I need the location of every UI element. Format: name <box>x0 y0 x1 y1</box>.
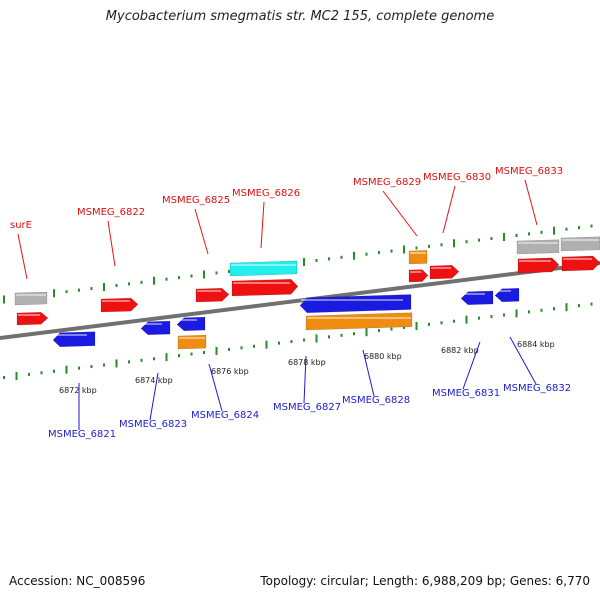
forward-gene-arrow-shine <box>102 300 130 302</box>
forward-gene-arrow <box>517 257 560 274</box>
scale-label: 6884 kbp <box>517 340 555 349</box>
forward-gene-arrow <box>16 312 49 326</box>
pseudogene-arrow-shine <box>562 239 599 241</box>
scale-label: 6872 kbp <box>59 386 97 395</box>
genome-title: Mycobacterium smegmatis str. MC2 155, co… <box>105 9 495 24</box>
lower-track-ticks <box>3 302 593 380</box>
pseudogene-arrow <box>516 239 560 255</box>
reverse-gene-arrow-shine <box>178 319 197 321</box>
forward-gene-arrow <box>231 278 299 297</box>
scale-label: 6878 kbp <box>288 358 326 367</box>
gene-label: MSMEG_6832 <box>503 383 571 394</box>
gene-label: MSMEG_6829 <box>353 177 421 188</box>
scale-label: 6876 kbp <box>211 367 249 376</box>
scale-labels: 6872 kbp 6874 kbp 6876 kbp 6878 kbp 6880 kbp… <box>59 340 555 395</box>
leader-line <box>462 341 481 390</box>
gene-label: MSMEG_6826 <box>232 188 300 199</box>
leader-line <box>362 349 375 397</box>
highlight-gene-arrow <box>229 260 298 277</box>
pseudogene-arrow <box>560 236 600 252</box>
leader-line <box>442 185 456 234</box>
reverse-gene-arrow-shine <box>301 299 403 301</box>
forward-gene-arrow <box>195 287 230 303</box>
gene-label: MSMEG_6823 <box>119 419 187 430</box>
gene-label: MSMEG_6822 <box>77 207 145 218</box>
reverse-gene-arrow <box>140 320 171 336</box>
forward-gene-arrow-shine <box>233 282 290 284</box>
forward-gene-arrow-shine <box>519 260 551 262</box>
forward-gene-arrow <box>100 297 139 313</box>
rna-gene-arrow-shine <box>179 337 205 339</box>
forward-gene-arrow-shine <box>410 271 422 273</box>
forward-gene-arrow <box>429 265 460 280</box>
leader-line <box>303 355 307 404</box>
gene-features <box>14 236 600 350</box>
forward-gene-arrow-shine <box>18 314 40 316</box>
scale-label: 6874 kbp <box>135 376 173 385</box>
rna-gene-arrow-shine <box>307 317 411 319</box>
gene-label: MSMEG_6821 <box>48 429 116 440</box>
genome-backbone <box>0 261 600 340</box>
rna-gene-arrow <box>305 312 413 331</box>
reverse-gene-arrow-shine <box>142 323 162 325</box>
highlight-gene-arrow-shine <box>231 264 296 266</box>
leader-line <box>382 190 418 237</box>
gene-label: MSMEG_6830 <box>423 172 491 183</box>
reverse-gene-arrow-shine <box>496 290 511 292</box>
gene-label: MSMEG_6831 <box>432 388 500 399</box>
gene-label: MSMEG_6824 <box>191 410 259 421</box>
pseudogene-arrow-shine <box>518 242 558 244</box>
forward-gene-arrow-shine <box>197 290 221 292</box>
gene-label: MSMEG_6825 <box>162 195 230 206</box>
gene-label: MSMEG_6833 <box>495 166 563 177</box>
pseudogene-arrow-shine <box>16 294 46 296</box>
gene-label: MSMEG_6827 <box>273 402 341 413</box>
leader-line <box>149 372 159 421</box>
rna-gene-arrow <box>177 334 207 350</box>
scale-label: 6880 kbp <box>364 352 402 361</box>
reverse-gene-arrow <box>494 288 520 303</box>
pseudogene-arrow <box>14 291 48 306</box>
leader-line <box>17 233 28 280</box>
leader-line <box>194 208 209 255</box>
gene-label: surE <box>10 220 32 231</box>
reverse-gene-arrow <box>52 331 96 348</box>
leader-line <box>524 179 538 226</box>
leader-line <box>208 363 223 412</box>
reverse-gene-arrow <box>176 316 206 332</box>
rna-gene-arrow-shine <box>410 252 426 254</box>
leader-line <box>509 336 537 385</box>
accession-text: Accession: NC_008596 <box>9 574 146 588</box>
reverse-gene-arrow <box>299 294 412 314</box>
forward-gene-arrow <box>408 269 429 283</box>
forward-gene-arrow <box>561 255 600 272</box>
reverse-gene-arrow-shine <box>54 334 87 336</box>
leader-line <box>107 220 116 267</box>
label-leader-lines <box>17 179 538 430</box>
rna-gene-arrow <box>408 250 428 265</box>
scale-label: 6882 kbp <box>441 346 479 355</box>
reverse-gene-arrow <box>460 290 494 306</box>
genome-summary: Topology: circular; Length: 6,988,209 bp… <box>260 574 590 588</box>
forward-gene-arrow-shine <box>431 267 451 269</box>
reverse-gene-arrow-shine <box>462 293 485 295</box>
gene-label: MSMEG_6828 <box>342 395 410 406</box>
leader-line <box>260 201 265 249</box>
forward-gene-arrow-shine <box>563 258 592 260</box>
